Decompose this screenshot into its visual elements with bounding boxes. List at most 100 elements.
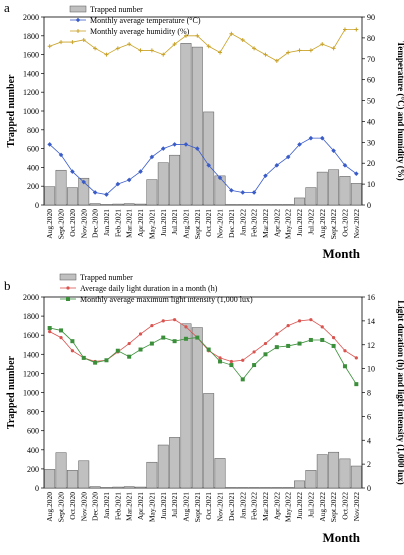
data-point [218, 356, 221, 359]
data-point [184, 337, 188, 341]
data-point [218, 359, 222, 363]
data-point [150, 342, 154, 346]
data-point [320, 42, 324, 46]
left-tick-label: 1800 [23, 312, 39, 321]
x-tick-label: Jan.2022 [238, 209, 247, 236]
data-point [253, 350, 256, 353]
right-tick-label: 14 [367, 317, 375, 326]
data-point [355, 356, 358, 359]
right-tick-label: 80 [367, 34, 375, 43]
x-tick-label: Apr.2021 [136, 492, 145, 520]
data-point [343, 364, 347, 368]
data-point [275, 345, 279, 349]
x-tick-label: Jun.2022 [295, 492, 304, 520]
bar [328, 452, 338, 488]
bar [56, 170, 66, 205]
data-point [48, 330, 51, 333]
data-point [116, 46, 120, 50]
legend-label: Average daily light duration in a month … [80, 284, 218, 293]
data-point [298, 48, 302, 52]
x-tick-label: Mar.2021 [125, 209, 134, 238]
legend-swatch [70, 6, 86, 12]
data-point [343, 349, 346, 352]
data-point [229, 32, 233, 36]
x-tick-label: Jul.2021 [170, 209, 179, 235]
left-tick-label: 1600 [23, 331, 39, 340]
bar [90, 204, 100, 205]
data-point [104, 358, 108, 362]
right-tick-label: 8 [367, 389, 371, 398]
bar [351, 183, 361, 205]
x-axis-title: Month [322, 246, 360, 261]
data-point [343, 28, 347, 32]
x-tick-label: May.2021 [147, 492, 156, 522]
bar [215, 176, 225, 205]
bar [135, 487, 145, 488]
bar [147, 180, 157, 205]
bar [215, 458, 225, 488]
panel-b: b 02004006008001000120014001600180020000… [4, 273, 404, 545]
x-tick-label: Jan.2022 [238, 492, 247, 519]
x-tick-label: Oct.2020 [68, 209, 77, 237]
x-tick-label: Feb.2022 [250, 209, 259, 237]
x-tick-label: Dec.2020 [91, 492, 100, 521]
data-point [59, 336, 62, 339]
data-point [150, 48, 154, 52]
data-point [240, 190, 245, 195]
bar [204, 112, 214, 205]
legend-swatch [60, 274, 76, 280]
x-tick-label: May.2022 [284, 492, 293, 522]
data-point [127, 42, 131, 46]
legend-label: Trapped number [80, 273, 133, 282]
right-tick-label: 70 [367, 55, 375, 64]
data-point [298, 319, 301, 322]
legend-marker [76, 29, 80, 33]
x-tick-label: Sept.2021 [193, 492, 202, 522]
data-point [127, 355, 131, 359]
right-tick-label: 90 [367, 13, 375, 22]
bar [56, 453, 66, 488]
left-tick-label: 1200 [23, 369, 39, 378]
x-tick-label: Nov.2021 [216, 492, 225, 522]
x-tick-label: Mar.2022 [261, 209, 270, 238]
data-point [298, 342, 302, 346]
right-tick-label: 60 [367, 76, 375, 85]
x-tick-label: Apr.2022 [272, 492, 281, 520]
bar [45, 469, 55, 488]
right-tick-label: 4 [367, 436, 371, 445]
left-tick-label: 200 [27, 182, 39, 191]
bar [181, 43, 191, 205]
data-point [184, 325, 187, 328]
left-tick-label: 600 [27, 427, 39, 436]
legend-label: Monthly average humidity (%) [90, 27, 190, 36]
data-point [218, 51, 222, 55]
bar [351, 466, 361, 488]
series-line [50, 328, 357, 384]
data-point [195, 336, 199, 340]
bar [204, 393, 214, 488]
x-tick-label: Feb.2021 [113, 492, 122, 520]
x-tick-label: Oct.2020 [68, 492, 77, 520]
legend-marker [66, 286, 69, 289]
x-tick-label: Nov.2022 [352, 492, 361, 522]
bar [317, 455, 327, 488]
data-point [264, 342, 267, 345]
left-tick-label: 2000 [23, 293, 39, 302]
bar [192, 47, 202, 205]
x-tick-label: Feb.2022 [250, 492, 259, 520]
left-tick-label: 400 [27, 446, 39, 455]
right-tick-label: 16 [367, 293, 375, 302]
plot-frame [44, 297, 362, 488]
x-tick-label: Feb.2021 [113, 209, 122, 237]
data-point [59, 40, 63, 44]
x-tick-label: Oct.2022 [340, 209, 349, 237]
left-tick-label: 0 [35, 484, 39, 493]
data-point [241, 359, 244, 362]
left-tick-label: 800 [27, 408, 39, 417]
left-tick-label: 800 [27, 126, 39, 135]
data-point [321, 325, 324, 328]
x-tick-label: Jun.2021 [159, 492, 168, 520]
x-tick-label: Aug.2020 [45, 209, 54, 239]
